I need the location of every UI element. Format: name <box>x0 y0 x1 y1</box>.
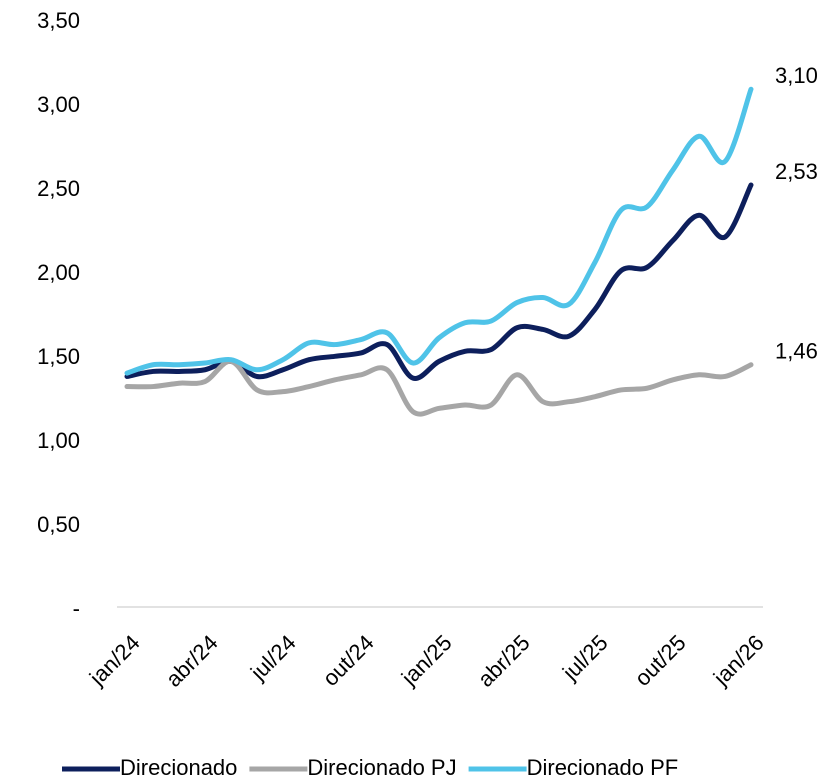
legend-label: Direcionado <box>120 755 237 780</box>
y-tick-label: 2,00 <box>37 260 80 285</box>
y-tick-label: 3,00 <box>37 92 80 117</box>
x-tick-label: jan/25 <box>396 630 457 691</box>
data-label: 1,46 <box>775 339 818 364</box>
legend-label: Direcionado PJ <box>307 755 456 780</box>
x-tick-label: jul/25 <box>557 630 613 686</box>
y-tick-label: - <box>73 596 80 621</box>
x-tick-label: abr/24 <box>161 630 223 692</box>
series-line <box>124 182 754 381</box>
x-tick-label: jul/24 <box>245 630 301 686</box>
legend-label: Direcionado PF <box>527 755 679 780</box>
x-tick-label: out/24 <box>318 630 379 691</box>
series-line <box>124 358 754 417</box>
x-tick-label: abr/25 <box>473 630 535 692</box>
x-tick-label: out/25 <box>630 630 691 691</box>
y-tick-label: 0,50 <box>37 512 80 537</box>
y-tick-label: 3,50 <box>37 8 80 33</box>
x-tick-label: jan/26 <box>708 630 769 691</box>
data-label: 2,53 <box>775 159 818 184</box>
y-tick-label: 2,50 <box>37 176 80 201</box>
y-tick-label: 1,00 <box>37 428 80 453</box>
x-tick-label: jan/24 <box>84 630 145 691</box>
series-line <box>124 86 754 376</box>
data-label: 3,10 <box>775 63 818 88</box>
y-tick-label: 1,50 <box>37 344 80 369</box>
